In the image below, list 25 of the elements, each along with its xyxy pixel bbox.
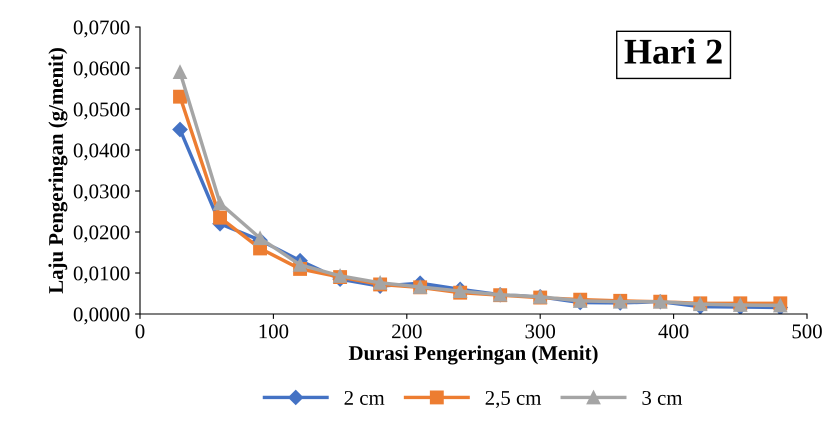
y-tick-label: 0,0400 — [74, 143, 130, 160]
x-tick-label: 500 — [792, 324, 822, 338]
y-axis-title: Laju Pengeringan (g/menit) — [48, 48, 68, 294]
y-tick-label: 0,0100 — [74, 266, 130, 284]
point — [213, 196, 227, 210]
y-tick-label: 0,0500 — [74, 102, 130, 120]
point — [173, 65, 187, 80]
legend-label: 3 cm — [642, 390, 682, 405]
y-tick-label: 0,0200 — [74, 225, 130, 242]
x-tick-label: 200 — [392, 324, 422, 338]
chart-title: Hari 2 — [624, 38, 722, 64]
point — [213, 210, 227, 225]
legend-label: 2 cm — [344, 390, 384, 405]
x-tick-label: 300 — [526, 324, 556, 338]
point — [172, 122, 188, 138]
y-tick-label: 0,0700 — [74, 20, 130, 38]
legend-label: 2,5 cm — [486, 390, 542, 408]
point — [293, 258, 308, 272]
y-tick-label: 0,0300 — [74, 184, 130, 202]
y-tick-label: 0,0600 — [74, 61, 130, 78]
x-tick-label: 400 — [658, 324, 688, 338]
y-tick-label: 0,0000 — [74, 307, 130, 324]
x-tick-label: 100 — [260, 324, 288, 338]
x-tick-label: 0 — [136, 324, 144, 338]
x-axis-title: Durasi Pengeringan (Menit) — [348, 345, 598, 364]
